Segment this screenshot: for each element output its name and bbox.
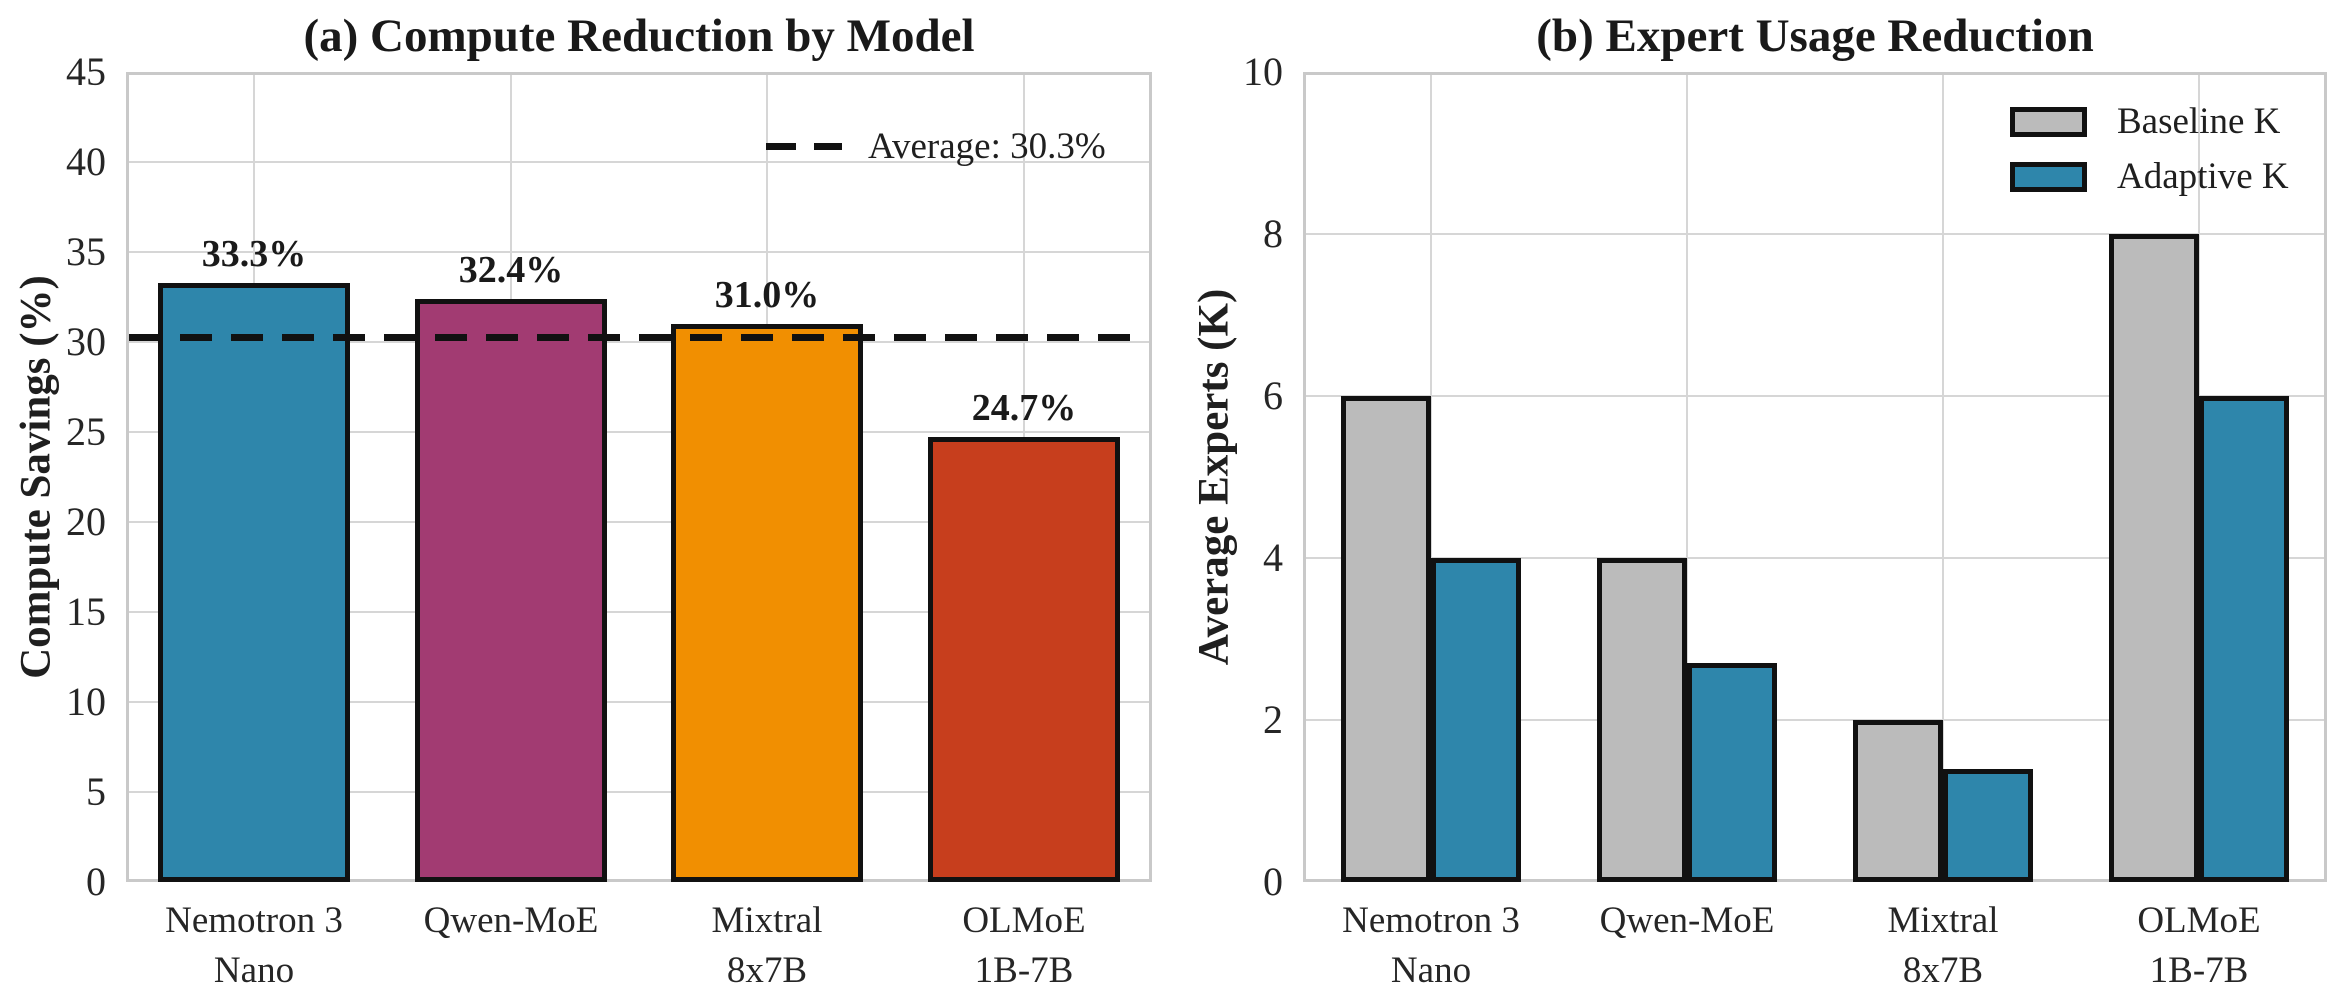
y-tick-label: 45 xyxy=(66,49,106,94)
bar-mixtral-8x7b xyxy=(671,324,863,882)
x-tick-line: 8x7B xyxy=(1902,950,1984,989)
h-gridline xyxy=(129,341,1149,343)
x-tick-line: Nemotron 3 xyxy=(1342,900,1520,941)
h-gridline xyxy=(1306,233,2324,235)
average-line-legend-label: Average: 30.3% xyxy=(868,125,1106,167)
x-tick-line: Mixtral xyxy=(711,900,823,941)
bar-value-label: 31.0% xyxy=(714,274,820,316)
h-gridline xyxy=(1306,719,2324,721)
x-tick-label: Mixtral 8x7B xyxy=(1773,896,2113,989)
x-tick-label: Qwen-MoE xyxy=(341,896,681,946)
x-tick-line: OLMoE xyxy=(2137,900,2261,941)
y-tick-label: 35 xyxy=(66,229,106,274)
y-tick-label: 30 xyxy=(66,319,106,364)
y-tick-label: 0 xyxy=(86,859,106,904)
x-tick-line: Qwen-MoE xyxy=(1599,900,1775,941)
x-tick-line: 8x7B xyxy=(726,950,808,989)
legend-label-baseline-k: Baseline K xyxy=(2117,101,2281,142)
chart-b-y-axis-label: Average Experts (K) xyxy=(1190,288,1238,666)
legend-row-baseline-k: Baseline K xyxy=(2010,94,2289,149)
legend-row-adaptive-k: Adaptive K xyxy=(2010,149,2289,204)
h-gridline xyxy=(129,521,1149,523)
x-tick-label: OLMoE 1B-7B xyxy=(2029,896,2340,989)
h-gridline xyxy=(129,431,1149,433)
chart-a-legend: Average: 30.3% xyxy=(766,119,1106,173)
chart-a-plot-area: 33.3% 32.4% 31.0% 24.7% xyxy=(126,72,1152,882)
legend-swatch-baseline-k xyxy=(2010,106,2087,137)
y-tick-label: 6 xyxy=(1263,373,1283,418)
chart-b-legend: Baseline K Adaptive K xyxy=(2010,94,2289,204)
y-tick-label: 10 xyxy=(1243,49,1283,94)
bar-adaptive-k-qwen-moe xyxy=(1687,663,1777,882)
y-tick-label: 25 xyxy=(66,409,106,454)
x-tick-label: OLMoE 1B-7B xyxy=(854,896,1194,989)
x-tick-line: 1B-7B xyxy=(974,950,1074,989)
v-gridline xyxy=(1686,75,1688,879)
bar-value-label: 24.7% xyxy=(971,387,1077,430)
bar-value-label: 33.3% xyxy=(201,232,307,275)
y-tick-label: 5 xyxy=(86,769,106,814)
x-tick-line: Mixtral xyxy=(1887,900,1999,941)
h-gridline xyxy=(1306,557,2324,559)
chart-a-title: (a) Compute Reduction by Model xyxy=(303,10,975,62)
h-gridline xyxy=(129,791,1149,793)
y-tick-label: 0 xyxy=(1263,859,1283,904)
dashed-line-icon xyxy=(766,142,842,150)
h-gridline xyxy=(129,161,1149,163)
bar-qwen-moe xyxy=(415,298,607,882)
y-tick-label: 20 xyxy=(66,499,106,544)
chart-b-plot-area xyxy=(1303,72,2327,882)
legend-swatch-adaptive-k xyxy=(2010,161,2087,192)
bar-value-label: 32.4% xyxy=(458,248,564,291)
bar-adaptive-k-mixtral-8x7b xyxy=(1943,768,2033,882)
bar-baseline-k-qwen-moe xyxy=(1597,558,1687,882)
h-gridline xyxy=(129,251,1149,253)
x-tick-line: Nano xyxy=(213,950,295,989)
y-tick-label: 8 xyxy=(1263,211,1283,256)
chart-b-title: (b) Expert Usage Reduction xyxy=(1536,10,2094,62)
x-tick-label: Nemotron 3 Nano xyxy=(1261,896,1601,989)
x-tick-label: Nemotron 3 Nano xyxy=(84,896,424,989)
bar-adaptive-k-olmoe-1b-7b xyxy=(2199,396,2289,882)
h-gridline xyxy=(1306,395,2324,397)
bar-adaptive-k-nemotron-3-nano xyxy=(1431,558,1521,882)
x-tick-line: Nemotron 3 xyxy=(165,900,343,941)
x-tick-line: Nano xyxy=(1390,950,1472,989)
average-line xyxy=(129,333,1149,341)
y-tick-label: 40 xyxy=(66,139,106,184)
legend-label-adaptive-k: Adaptive K xyxy=(2117,156,2289,197)
x-tick-line: OLMoE xyxy=(962,900,1086,941)
bar-baseline-k-mixtral-8x7b xyxy=(1853,720,1943,882)
y-tick-label: 10 xyxy=(66,679,106,724)
x-tick-line: Qwen-MoE xyxy=(423,900,599,941)
y-tick-label: 4 xyxy=(1263,535,1283,580)
bar-olmoe-1b-7b xyxy=(928,437,1120,882)
h-gridline xyxy=(129,611,1149,613)
v-gridline xyxy=(1430,75,1432,879)
bar-baseline-k-olmoe-1b-7b xyxy=(2109,234,2199,882)
x-tick-line: 1B-7B xyxy=(2149,950,2249,989)
x-tick-label: Qwen-MoE xyxy=(1517,896,1857,946)
bar-nemotron-3-nano xyxy=(158,282,350,882)
v-gridline xyxy=(1942,75,1944,879)
y-tick-label: 15 xyxy=(66,589,106,634)
y-tick-label: 2 xyxy=(1263,697,1283,742)
bar-baseline-k-nemotron-3-nano xyxy=(1341,396,1431,882)
h-gridline xyxy=(129,701,1149,703)
x-tick-label: Mixtral 8x7B xyxy=(597,896,937,989)
